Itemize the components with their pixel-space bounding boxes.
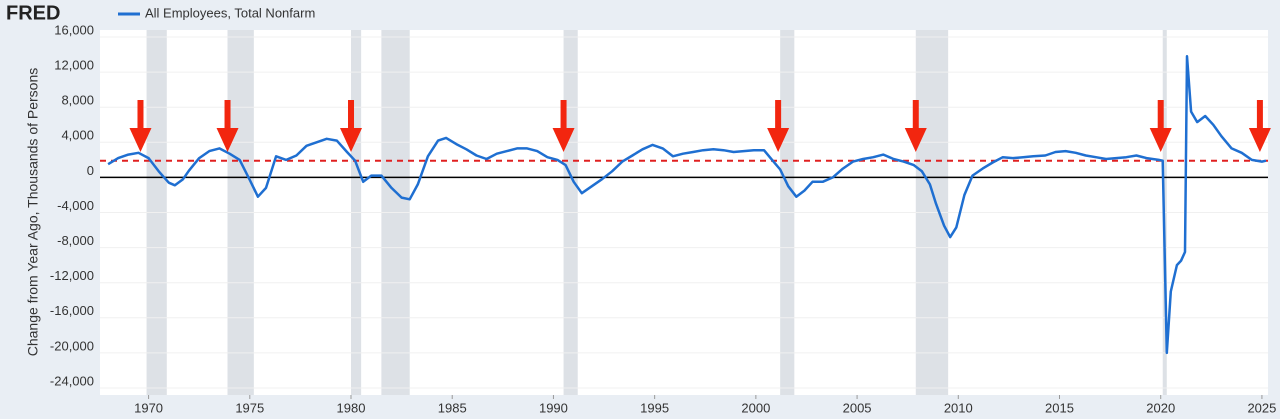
x-tick-label: 2020 [1146,400,1175,415]
y-tick-label: 16,000 [54,22,94,37]
y-tick-label: 8,000 [61,93,94,108]
annotation-arrow [129,100,152,152]
x-tick-label: 1975 [235,400,264,415]
x-tick-label: 1985 [438,400,467,415]
x-tick-label: 2025 [1247,400,1276,415]
series-line [107,55,1267,355]
x-tick-label: 2000 [741,400,770,415]
annotation-arrow [904,100,927,152]
y-tick-label: -20,000 [50,338,94,353]
y-tick-label: 12,000 [54,58,94,73]
legend-label[interactable]: All Employees, Total Nonfarm [145,5,315,20]
x-tick-label: 1980 [337,400,366,415]
y-tick-label: 4,000 [61,128,94,143]
y-tick-label: -4,000 [57,198,94,213]
annotation-arrow [767,100,790,152]
x-tick-label: 2010 [944,400,973,415]
annotation-arrow [1149,100,1172,152]
annotation-arrow [216,100,239,152]
annotation-arrow [1248,100,1271,152]
y-tick-label: -8,000 [57,233,94,248]
x-tick-label: 1995 [640,400,669,415]
y-tick-label: -12,000 [50,268,94,283]
x-tick-label: 1990 [539,400,568,415]
logo: FRED [6,2,60,24]
x-tick-label: 2015 [1045,400,1074,415]
annotation-arrow [552,100,575,152]
x-tick-label: 1970 [134,400,163,415]
y-tick-label: -16,000 [50,303,94,318]
y-tick-label: -24,000 [50,373,94,388]
y-tick-label: 0 [87,163,94,178]
annotation-arrow [340,100,363,152]
x-tick-label: 2005 [843,400,872,415]
y-axis-label: Change from Year Ago, Thousands of Perso… [25,68,41,357]
